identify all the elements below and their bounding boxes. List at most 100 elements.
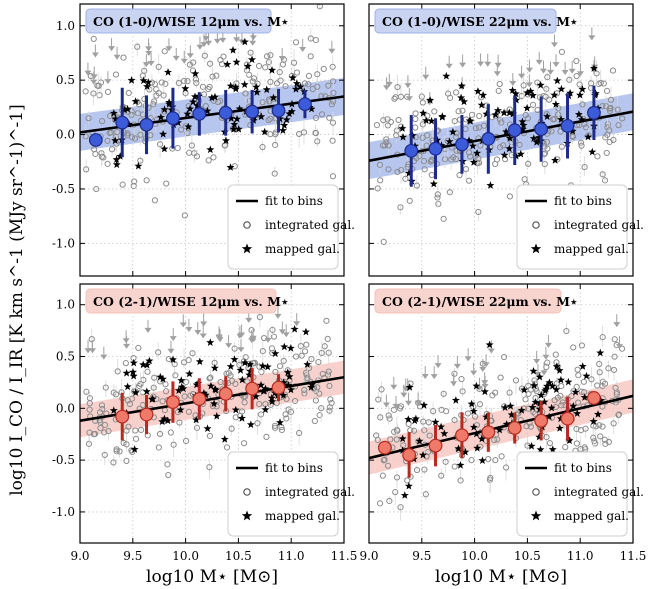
upper-limit-arrowhead xyxy=(123,343,131,349)
x-tick-label: 9.0 xyxy=(359,549,378,563)
integrated-galaxy-point xyxy=(614,106,621,113)
mapped-galaxy-star xyxy=(210,399,218,408)
mapped-galaxy-star xyxy=(469,407,478,415)
mapped-galaxy-star xyxy=(238,375,247,384)
integrated-galaxy-point xyxy=(378,386,385,393)
integrated-galaxy-point xyxy=(164,461,171,468)
integrated-galaxy-point xyxy=(416,152,423,160)
bin-point xyxy=(166,395,180,410)
mapped-galaxy-star xyxy=(569,401,578,410)
mapped-galaxy-star xyxy=(437,422,446,431)
legend-mapped-label: mapped gal. xyxy=(265,509,340,523)
upper-limit-arrowhead xyxy=(494,62,502,68)
upper-limit-arrowhead xyxy=(421,374,429,380)
upper-limit-arrowhead xyxy=(400,392,408,398)
integrated-galaxy-point xyxy=(480,122,488,129)
integrated-galaxy-point xyxy=(387,436,394,443)
mapped-galaxy-star xyxy=(223,60,232,68)
integrated-galaxy-point xyxy=(123,457,130,465)
upper-limit-arrowhead xyxy=(453,363,461,369)
integrated-galaxy-point xyxy=(225,370,232,377)
integrated-galaxy-point xyxy=(177,126,185,133)
mapped-galaxy-star xyxy=(145,356,154,365)
mapped-galaxy-star xyxy=(568,126,577,135)
mapped-galaxy-star xyxy=(201,390,210,399)
integrated-galaxy-point xyxy=(573,383,580,390)
integrated-galaxy-point xyxy=(86,395,94,402)
integrated-galaxy-point xyxy=(609,67,617,74)
upper-limit-arrowhead xyxy=(194,330,202,336)
mapped-galaxy-star xyxy=(535,133,544,141)
mapped-galaxy-star xyxy=(212,412,221,420)
integrated-galaxy-point xyxy=(202,102,209,110)
mapped-galaxy-star xyxy=(468,141,477,150)
integrated-galaxy-point xyxy=(137,381,144,388)
integrated-galaxy-point xyxy=(201,52,208,59)
integrated-galaxy-point xyxy=(375,396,382,403)
mapped-galaxy-star xyxy=(541,386,550,395)
integrated-galaxy-point xyxy=(314,83,321,90)
mapped-galaxy-star xyxy=(502,127,510,136)
integrated-galaxy-point xyxy=(596,369,603,376)
integrated-galaxy-point xyxy=(395,116,402,124)
integrated-galaxy-point xyxy=(96,92,103,99)
integrated-galaxy-point xyxy=(551,115,558,123)
integrated-galaxy-point xyxy=(606,107,613,114)
panel-frame xyxy=(79,3,345,277)
upper-limit-arrowhead xyxy=(445,63,453,69)
integrated-galaxy-point xyxy=(386,497,393,505)
mapped-galaxy-star xyxy=(112,160,121,169)
integrated-galaxy-point xyxy=(402,175,409,182)
mapped-galaxy-star xyxy=(263,362,272,371)
mapped-galaxy-star xyxy=(415,436,424,445)
integrated-galaxy-point xyxy=(172,372,179,379)
integrated-galaxy-point xyxy=(328,101,335,108)
mapped-galaxy-star xyxy=(550,90,559,99)
integrated-galaxy-point xyxy=(263,53,271,60)
y-tick-label: -1.0 xyxy=(52,505,75,519)
integrated-galaxy-point xyxy=(397,504,404,511)
mapped-galaxy-star xyxy=(163,416,172,425)
mapped-galaxy-star xyxy=(582,371,591,380)
integrated-galaxy-point xyxy=(298,352,305,359)
mapped-galaxy-star xyxy=(419,450,427,459)
upper-limit-arrowhead xyxy=(470,370,478,376)
mapped-galaxy-star xyxy=(240,80,249,88)
mapped-galaxy-star xyxy=(405,169,413,177)
mapped-galaxy-star xyxy=(528,91,537,99)
integrated-galaxy-point xyxy=(422,491,429,498)
integrated-galaxy-point xyxy=(397,204,404,211)
integrated-galaxy-point xyxy=(604,124,611,131)
integrated-galaxy-point xyxy=(231,345,238,352)
upper-limit-arrowhead xyxy=(144,327,152,333)
upper-limit-arrowhead xyxy=(390,384,398,390)
integrated-galaxy-point xyxy=(193,153,201,160)
mapped-galaxy-star xyxy=(596,348,605,357)
panel-title: CO (2-1)/WISE 22μm vs. M⋆ xyxy=(382,294,578,309)
mapped-galaxy-star xyxy=(123,104,132,113)
integrated-galaxy-point xyxy=(175,80,182,87)
integrated-galaxy-point xyxy=(184,129,191,137)
mapped-galaxy-star xyxy=(169,355,177,364)
mapped-galaxy-star xyxy=(501,403,510,411)
bin-point xyxy=(139,407,154,422)
mapped-galaxy-star xyxy=(234,125,243,133)
legend: fit to bins integrated gal. mapped gal. xyxy=(516,451,644,537)
bin-point xyxy=(534,413,549,428)
upper-limit-arrowhead xyxy=(299,47,307,53)
integrated-galaxy-point xyxy=(220,53,227,60)
integrated-galaxy-point xyxy=(314,384,321,391)
panel-plot-area xyxy=(369,27,633,246)
bin-point xyxy=(166,111,180,126)
upper-limit-arrowhead xyxy=(199,333,207,339)
bin-point xyxy=(115,115,130,130)
mapped-galaxy-star xyxy=(120,105,129,114)
integrated-galaxy-point xyxy=(282,411,289,418)
mapped-galaxy-star xyxy=(131,388,140,396)
integrated-galaxy-point xyxy=(491,436,498,444)
bin-point xyxy=(560,118,575,133)
integrated-galaxy-point xyxy=(611,336,618,343)
integrated-galaxy-point xyxy=(318,405,325,412)
mapped-galaxy-star xyxy=(280,121,289,129)
integrated-galaxy-point xyxy=(189,350,196,357)
